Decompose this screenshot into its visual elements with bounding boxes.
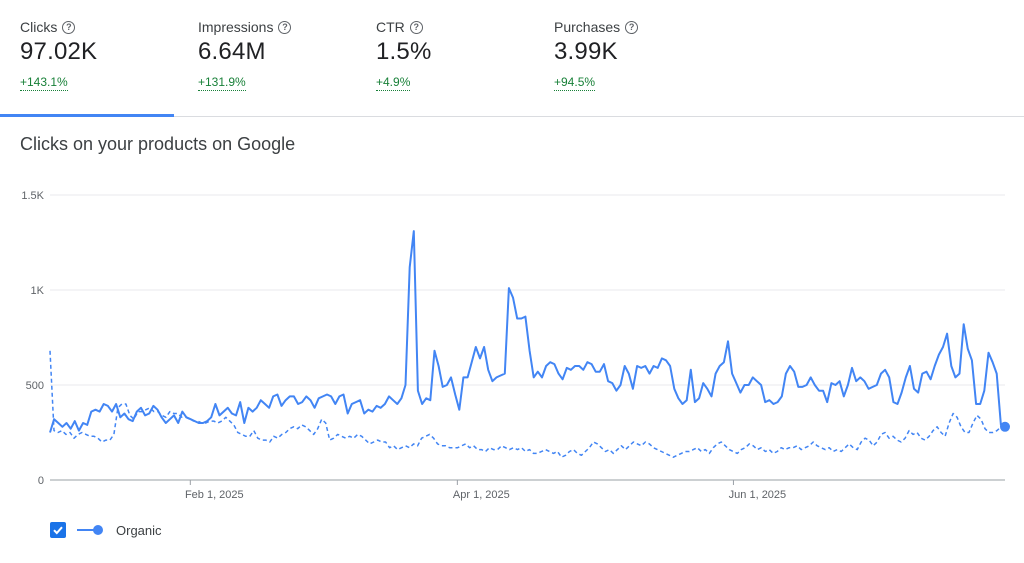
metric-label-text: Impressions [198, 19, 274, 35]
y-tick-label: 0 [38, 475, 44, 487]
y-tick-label: 1K [31, 285, 45, 297]
metric-card-purchases[interactable]: Purchases? 3.99K +94.5% [534, 0, 712, 116]
metric-label: Impressions? [198, 19, 292, 35]
help-icon[interactable]: ? [62, 20, 76, 34]
metric-card-ctr[interactable]: CTR? 1.5% +4.9% [356, 0, 534, 116]
y-tick-label: 1.5K [21, 190, 44, 202]
clicks-line-chart: 0 500 1K 1.5K Feb 1, 2025 Apr 1, 2025 Jun 1, 2… [21, 190, 1010, 501]
metric-delta: +143.1% [20, 75, 68, 91]
metric-value: 97.02K [20, 38, 98, 65]
comparison-series-line [49, 350, 1005, 458]
y-tick-label: 500 [26, 380, 44, 392]
metric-value: 1.5% [376, 38, 432, 65]
metric-delta: +131.9% [198, 75, 246, 91]
metric-value: 3.99K [554, 38, 618, 65]
metric-card-impressions[interactable]: Impressions? 6.64M +131.9% [178, 0, 356, 116]
organic-series-line [49, 230, 1006, 433]
chart-title: Clicks on your products on Google [20, 134, 296, 154]
metric-label: Purchases? [554, 19, 639, 35]
metrics-bar: Clicks? 97.02K +143.1% Impressions? 6.64M +13… [0, 0, 1024, 117]
x-tick-label: Feb 1, 2025 [185, 489, 244, 501]
check-icon [53, 526, 63, 535]
help-icon[interactable]: ? [278, 20, 292, 34]
help-icon[interactable]: ? [625, 20, 639, 34]
metric-label-text: Clicks [20, 19, 58, 35]
help-icon[interactable]: ? [409, 20, 423, 34]
metric-delta: +94.5% [554, 75, 596, 91]
legend-label-organic: Organic [116, 522, 162, 538]
metric-label: CTR? [376, 19, 423, 35]
metric-delta: +4.9% [376, 75, 411, 91]
metric-label: Clicks? [20, 19, 76, 35]
chart-legend: Organic [50, 522, 162, 538]
organic-legend-swatch [77, 525, 103, 535]
metric-label-text: Purchases [554, 19, 621, 35]
x-tick-label: Jun 1, 2025 [729, 489, 787, 501]
x-tick-label: Apr 1, 2025 [453, 489, 510, 501]
active-tab-indicator [0, 114, 174, 117]
organic-checkbox[interactable] [50, 522, 66, 538]
metric-card-clicks[interactable]: Clicks? 97.02K +143.1% [0, 0, 178, 117]
metric-value: 6.64M [198, 38, 266, 65]
metric-label-text: CTR [376, 19, 405, 35]
